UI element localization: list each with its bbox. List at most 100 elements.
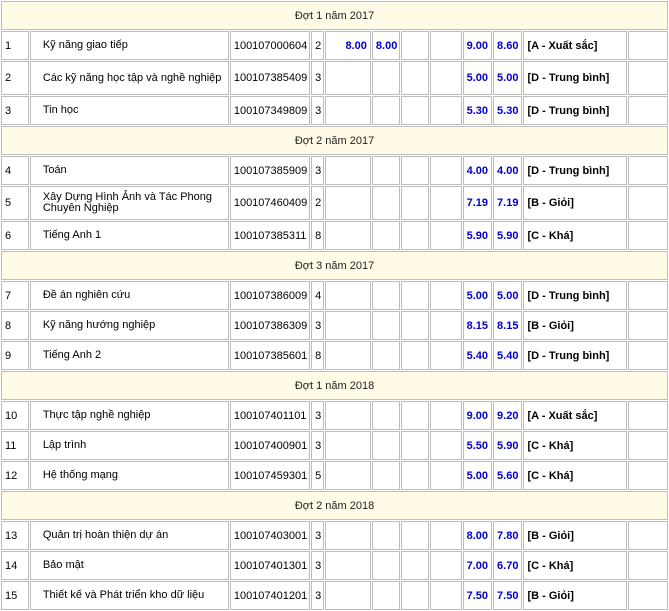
course-row: 12 Hệ thống mạng 100107459301 5 5.00 5.60 [C -… (1, 461, 668, 490)
credits: 5 (311, 461, 324, 490)
course-row: 7 Đề án nghiên cứu 100107386009 4 5.00 5.00 [D… (1, 281, 668, 310)
exam-score: 8.15 (462, 311, 492, 340)
credits: 8 (311, 341, 324, 370)
course-code: 100107385311 (229, 221, 311, 250)
course-row: 10 Thực tập nghề nghiệp 100107401101 3 9.00 9… (1, 401, 668, 430)
score-component-4 (429, 96, 462, 125)
course-name: Đề án nghiên cứu (29, 281, 229, 310)
letter-grade: [B - Giỏi] (523, 311, 628, 340)
letter-grade: [C - Khá] (523, 431, 628, 460)
score-component-4 (429, 281, 462, 310)
final-score: 5.90 (492, 221, 523, 250)
credits: 8 (311, 221, 324, 250)
score-component-3 (400, 431, 429, 460)
row-number: 5 (1, 186, 29, 220)
score-component-3 (400, 96, 429, 125)
letter-grade: [D - Trung bình] (523, 341, 628, 370)
exam-score: 5.30 (462, 96, 492, 125)
row-number: 10 (1, 401, 29, 430)
score-component-3 (400, 341, 429, 370)
score-component-1 (324, 341, 371, 370)
credits: 3 (311, 61, 324, 95)
course-code: 100107385909 (229, 156, 311, 185)
score-component-4 (429, 401, 462, 430)
score-component-4 (429, 461, 462, 490)
score-component-3 (400, 156, 429, 185)
final-score: 9.20 (492, 401, 523, 430)
course-name: Hệ thống mạng (29, 461, 229, 490)
letter-grade: [C - Khá] (523, 221, 628, 250)
score-component-2 (371, 221, 400, 250)
credits: 3 (311, 551, 324, 580)
course-code: 100107401101 (229, 401, 311, 430)
score-component-2 (371, 461, 400, 490)
course-code: 100107460409 (229, 186, 311, 220)
letter-grade: [A - Xuất sắc] (523, 31, 628, 60)
score-component-1: 8.00 (324, 31, 371, 60)
score-component-2 (371, 311, 400, 340)
letter-grade: [B - Giỏi] (523, 581, 628, 610)
course-code: 100107349809 (229, 96, 311, 125)
semester-title: Đợt 2 năm 2017 (1, 126, 668, 155)
score-component-3 (400, 61, 429, 95)
course-code: 100107400901 (229, 431, 311, 460)
score-component-1 (324, 186, 371, 220)
credits: 2 (311, 186, 324, 220)
row-number: 7 (1, 281, 29, 310)
exam-score: 5.50 (462, 431, 492, 460)
score-component-3 (400, 401, 429, 430)
credits: 3 (311, 431, 324, 460)
course-name: Xây Dựng Hình Ảnh và Tác Phong Chuyên Ng… (29, 186, 229, 220)
score-component-4 (429, 61, 462, 95)
empty-cell (628, 61, 668, 95)
score-component-4 (429, 221, 462, 250)
final-score: 4.00 (492, 156, 523, 185)
course-row: 14 Bảo mật 100107401301 3 7.00 6.70 [C - Khá] (1, 551, 668, 580)
score-component-1 (324, 431, 371, 460)
score-component-4 (429, 521, 462, 550)
row-number: 3 (1, 96, 29, 125)
course-row: 2 Các kỹ năng học tập và nghề nghiệp 10010… (1, 61, 668, 95)
empty-cell (628, 521, 668, 550)
empty-cell (628, 311, 668, 340)
semester-title: Đợt 2 năm 2018 (1, 491, 668, 520)
empty-cell (628, 341, 668, 370)
letter-grade: [D - Trung bình] (523, 96, 628, 125)
course-row: 8 Kỹ năng hướng nghiệp 100107386309 3 8.15 8.… (1, 311, 668, 340)
credits: 3 (311, 311, 324, 340)
course-code: 100107385409 (229, 61, 311, 95)
credits: 3 (311, 96, 324, 125)
final-score: 5.30 (492, 96, 523, 125)
score-component-3 (400, 186, 429, 220)
letter-grade: [B - Giỏi] (523, 186, 628, 220)
course-name: Bảo mật (29, 551, 229, 580)
final-score: 7.80 (492, 521, 523, 550)
final-score: 8.60 (492, 31, 523, 60)
score-component-1 (324, 551, 371, 580)
final-score: 5.40 (492, 341, 523, 370)
score-component-3 (400, 221, 429, 250)
exam-score: 5.90 (462, 221, 492, 250)
course-row: 13 Quản trị hoàn thiện dự án 100107403001 3… (1, 521, 668, 550)
course-name: Lập trình (29, 431, 229, 460)
score-component-2 (371, 96, 400, 125)
semester-header-row: Đợt 2 năm 2018 (1, 491, 668, 520)
score-component-2 (371, 521, 400, 550)
course-row: 6 Tiếng Anh 1 100107385311 8 5.90 5.90 [C - Kh… (1, 221, 668, 250)
exam-score: 7.50 (462, 581, 492, 610)
empty-cell (628, 461, 668, 490)
empty-cell (628, 221, 668, 250)
score-component-1 (324, 521, 371, 550)
exam-score: 5.40 (462, 341, 492, 370)
empty-cell (628, 156, 668, 185)
row-number: 13 (1, 521, 29, 550)
course-row: 9 Tiếng Anh 2 100107385601 8 5.40 5.40 [D - Tr… (1, 341, 668, 370)
score-component-1 (324, 461, 371, 490)
row-number: 8 (1, 311, 29, 340)
score-component-1 (324, 221, 371, 250)
course-code: 100107459301 (229, 461, 311, 490)
semester-header-row: Đợt 3 năm 2017 (1, 251, 668, 280)
course-code: 100107385601 (229, 341, 311, 370)
row-number: 2 (1, 61, 29, 95)
exam-score: 5.00 (462, 461, 492, 490)
